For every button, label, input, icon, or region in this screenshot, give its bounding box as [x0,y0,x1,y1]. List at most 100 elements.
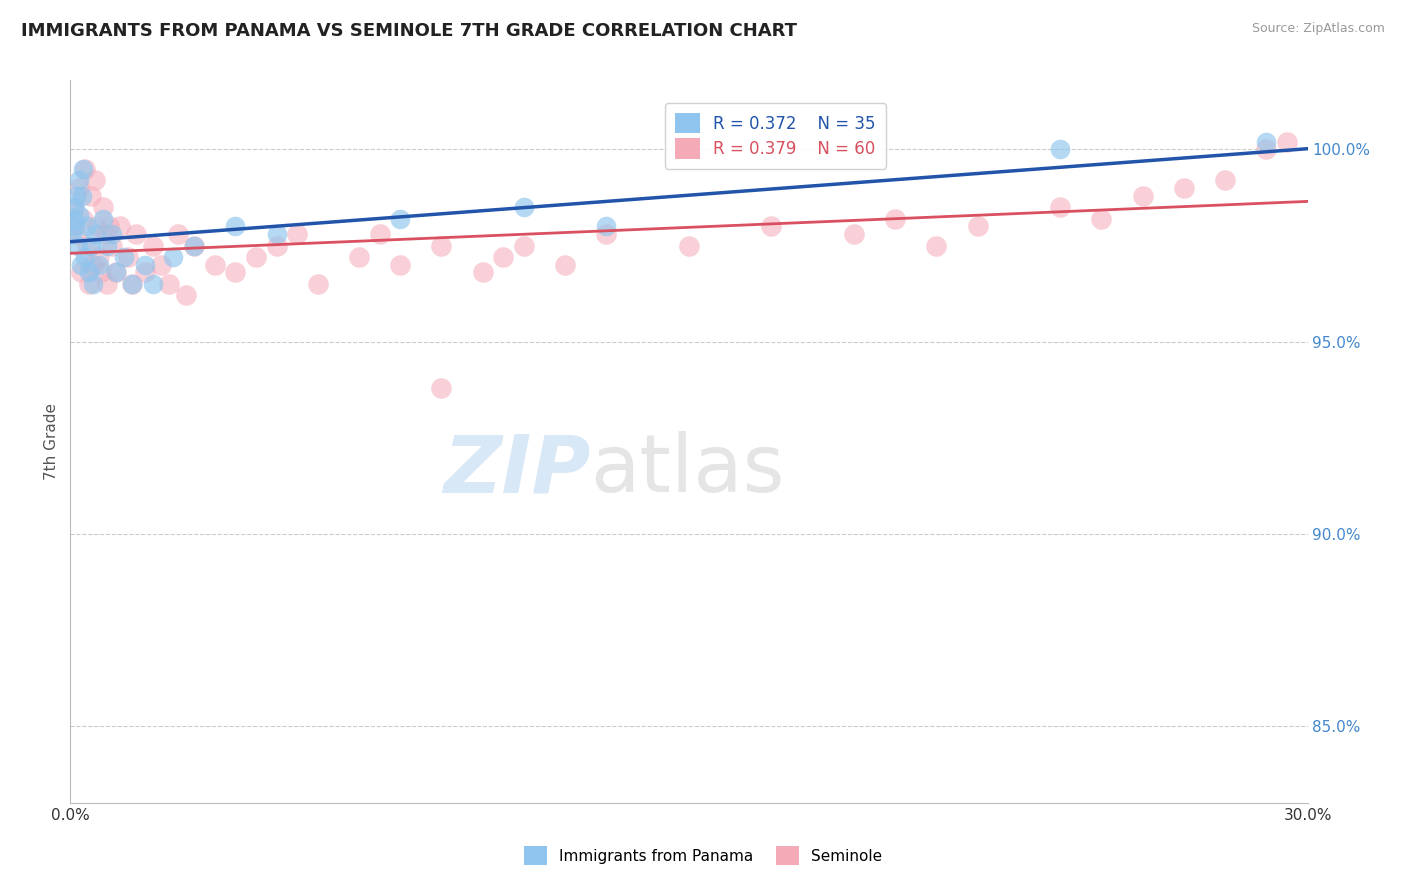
Point [80,188,103,202]
Point [67,181,90,195]
Y-axis label: 7th Grade: 7th Grade [44,403,59,480]
Point [162,250,184,264]
Legend: R = 0.372    N = 35, R = 0.379    N = 60: R = 0.372 N = 35, R = 0.379 N = 60 [665,103,886,169]
Point [134,258,156,272]
Point [66,238,89,252]
Point [1256,135,1278,149]
Point [73,161,96,176]
Point [91,200,114,214]
Point [183,238,205,252]
Point [89,250,111,264]
Point [761,219,783,234]
Point [204,258,226,272]
Point [72,161,94,176]
Point [104,265,127,279]
Text: Source: ZipAtlas.com: Source: ZipAtlas.com [1251,22,1385,36]
Point [117,250,139,264]
Point [678,238,700,252]
Point [347,250,370,264]
Point [134,265,156,279]
Point [98,219,121,234]
Point [121,277,143,291]
Point [125,227,148,241]
Point [554,258,576,272]
Point [1173,181,1195,195]
Point [513,238,536,252]
Point [94,227,117,241]
Point [67,208,90,222]
Point [84,227,107,241]
Legend: Immigrants from Panama, Seminole: Immigrants from Panama, Seminole [517,840,889,871]
Point [1275,135,1298,149]
Point [77,277,100,291]
Point [65,227,87,241]
Point [80,238,103,252]
Point [368,227,391,241]
Point [183,238,205,252]
Point [69,265,91,279]
Point [142,277,165,291]
Point [1049,200,1071,214]
Point [307,277,329,291]
Point [430,381,453,395]
Text: atlas: atlas [591,432,785,509]
Point [121,277,143,291]
Point [1213,173,1236,187]
Point [100,227,122,241]
Point [67,173,90,187]
Text: ZIP: ZIP [443,432,591,509]
Point [84,173,107,187]
Point [82,277,104,291]
Point [966,219,988,234]
Point [89,258,111,272]
Point [174,288,197,302]
Point [76,219,98,234]
Point [884,211,907,226]
Point [77,265,100,279]
Point [65,219,87,234]
Point [224,219,246,234]
Point [72,211,94,226]
Point [70,188,93,202]
Point [62,211,84,226]
Point [266,238,288,252]
Point [73,250,96,264]
Point [63,200,86,214]
Point [76,238,98,252]
Point [63,200,86,214]
Point [471,265,494,279]
Point [142,238,165,252]
Point [86,219,108,234]
Point [157,277,180,291]
Point [595,219,617,234]
Point [65,188,87,202]
Point [104,265,127,279]
Point [1132,188,1154,202]
Point [112,250,135,264]
Point [91,211,114,226]
Point [430,238,453,252]
Point [595,227,617,241]
Point [245,250,267,264]
Point [1256,143,1278,157]
Point [96,238,118,252]
Text: IMMIGRANTS FROM PANAMA VS SEMINOLE 7TH GRADE CORRELATION CHART: IMMIGRANTS FROM PANAMA VS SEMINOLE 7TH G… [21,22,797,40]
Point [925,238,948,252]
Point [96,277,118,291]
Point [100,238,122,252]
Point [60,227,83,241]
Point [224,265,246,279]
Point [842,227,865,241]
Point [285,227,308,241]
Point [60,219,83,234]
Point [266,227,288,241]
Point [166,227,188,241]
Point [150,258,173,272]
Point [389,211,412,226]
Point [389,258,412,272]
Point [1090,211,1112,226]
Point [513,200,536,214]
Point [108,219,131,234]
Point [90,265,112,279]
Point [69,258,91,272]
